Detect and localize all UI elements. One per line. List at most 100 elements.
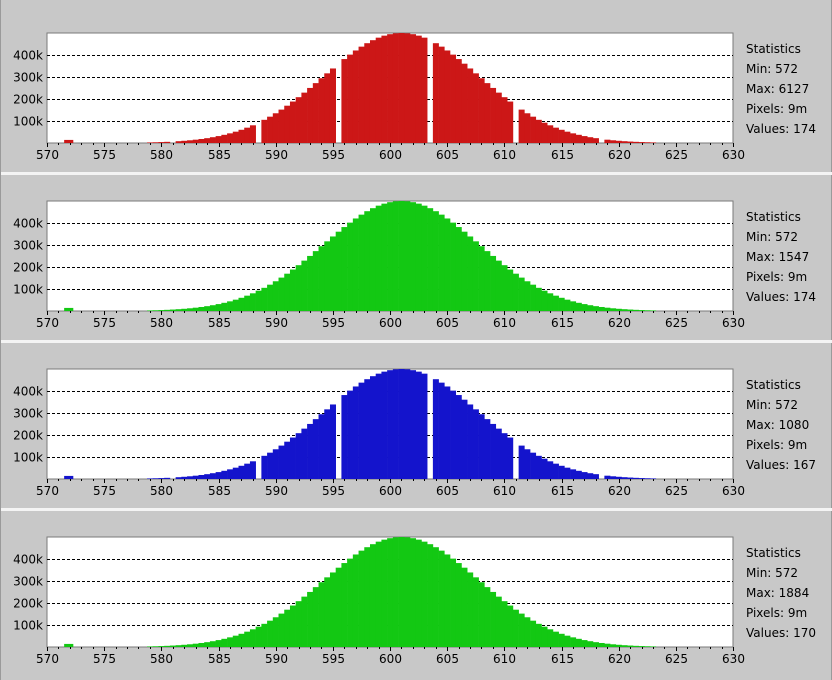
histogram-bar bbox=[307, 87, 314, 143]
x-tick-label: 580 bbox=[150, 316, 173, 330]
histogram-bar bbox=[530, 620, 537, 647]
y-tick-label: 200k bbox=[13, 429, 43, 443]
histogram-bar bbox=[604, 307, 611, 311]
histogram-bar bbox=[169, 309, 176, 311]
x-tick-label: 595 bbox=[322, 148, 345, 162]
histogram-bar bbox=[615, 476, 622, 479]
histogram-bar bbox=[632, 141, 639, 143]
histogram-bar bbox=[198, 474, 205, 479]
histogram-bar bbox=[352, 554, 359, 647]
histogram-bar bbox=[461, 231, 468, 311]
histogram-bar bbox=[524, 281, 531, 311]
histogram-bar bbox=[432, 211, 439, 311]
histogram-bar bbox=[318, 246, 325, 311]
histogram-bar bbox=[570, 301, 577, 311]
histogram-bar bbox=[604, 643, 611, 647]
histogram-bar bbox=[404, 537, 411, 647]
histogram-bar bbox=[181, 644, 188, 647]
x-tick-label: 600 bbox=[379, 484, 402, 498]
histogram-bar bbox=[564, 131, 571, 143]
histogram-bar bbox=[547, 293, 554, 311]
histogram-bar bbox=[592, 474, 599, 479]
histogram-bar bbox=[621, 645, 628, 647]
x-tick-label: 580 bbox=[150, 148, 173, 162]
histogram-bar bbox=[570, 133, 577, 143]
histogram-bar bbox=[444, 386, 451, 479]
histogram-bar bbox=[558, 297, 565, 311]
histogram-bar bbox=[249, 125, 256, 143]
histogram-bar bbox=[244, 463, 251, 479]
histogram-bar bbox=[147, 142, 154, 143]
x-tick-label: 620 bbox=[608, 148, 631, 162]
histogram-bar bbox=[438, 46, 445, 143]
x-tick-label: 630 bbox=[722, 316, 745, 330]
histogram-bar bbox=[518, 109, 525, 143]
histogram-bar bbox=[541, 122, 548, 143]
histogram-bar bbox=[198, 138, 205, 143]
panel-divider bbox=[1, 172, 832, 175]
histogram-bar bbox=[381, 35, 388, 143]
histogram-bar bbox=[610, 644, 617, 647]
y-tick-label: 400k bbox=[13, 49, 43, 63]
histogram-bar bbox=[587, 137, 594, 143]
histogram-chart-luminance: 100k 200k 300k 400k 570 575 580 585 590 595 600 605… bbox=[13, 536, 745, 666]
histogram-bar bbox=[610, 140, 617, 143]
histogram-bar bbox=[518, 613, 525, 647]
x-tick-label: 610 bbox=[493, 316, 516, 330]
histogram-bar bbox=[364, 43, 371, 143]
histogram-bar bbox=[421, 541, 428, 647]
histogram-bar bbox=[530, 452, 537, 479]
x-tick-label: 600 bbox=[379, 148, 402, 162]
histogram-bar bbox=[164, 309, 171, 311]
histogram-bar bbox=[381, 371, 388, 479]
histogram-bar bbox=[632, 309, 639, 311]
x-tick-label: 595 bbox=[322, 652, 345, 666]
histogram-bar bbox=[564, 467, 571, 479]
statistics-values: Values: 174 bbox=[746, 290, 816, 304]
statistics-title: Statistics bbox=[746, 42, 801, 56]
histogram-bar bbox=[295, 601, 302, 647]
histogram-bar bbox=[444, 50, 451, 143]
histogram-bar bbox=[295, 97, 302, 143]
histogram-bar bbox=[392, 33, 399, 143]
histogram-bar bbox=[610, 476, 617, 479]
histogram-bar bbox=[621, 309, 628, 311]
histogram-bar bbox=[507, 605, 514, 647]
histogram-bar bbox=[552, 127, 559, 143]
x-tick-label: 610 bbox=[493, 652, 516, 666]
histogram-bar bbox=[547, 125, 554, 143]
histogram-bar bbox=[558, 465, 565, 479]
histogram-bar bbox=[164, 645, 171, 647]
histogram-bar bbox=[650, 310, 657, 311]
histogram-bar bbox=[495, 428, 502, 479]
histogram-bar bbox=[558, 633, 565, 647]
histogram-bar bbox=[530, 284, 537, 311]
x-tick-label: 615 bbox=[551, 148, 574, 162]
y-tick-label: 400k bbox=[13, 553, 43, 567]
histogram-bar bbox=[198, 306, 205, 311]
x-tick-label: 620 bbox=[608, 652, 631, 666]
x-tick-label: 610 bbox=[493, 484, 516, 498]
x-tick-label: 570 bbox=[36, 652, 59, 666]
histogram-bar bbox=[392, 537, 399, 647]
histogram-bar bbox=[312, 587, 319, 647]
histogram-bar bbox=[421, 37, 428, 144]
histogram-bar bbox=[64, 307, 74, 311]
histogram-bar bbox=[249, 461, 256, 479]
histogram-bar bbox=[301, 428, 308, 479]
histogram-bar bbox=[507, 269, 514, 311]
histogram-bar bbox=[564, 635, 571, 647]
histogram-bar bbox=[495, 260, 502, 311]
histogram-bar bbox=[341, 563, 348, 647]
histogram-bar bbox=[244, 127, 251, 143]
histogram-bar bbox=[592, 138, 599, 143]
histogram-bar bbox=[524, 113, 531, 143]
histogram-bar bbox=[387, 202, 394, 311]
histogram-bar bbox=[261, 119, 268, 143]
histogram-bar bbox=[558, 129, 565, 143]
histogram-bar bbox=[484, 419, 491, 479]
histogram-bar bbox=[512, 273, 519, 311]
histogram-bar bbox=[650, 142, 657, 143]
histogram-bar bbox=[347, 390, 354, 479]
x-tick-label: 585 bbox=[208, 652, 231, 666]
